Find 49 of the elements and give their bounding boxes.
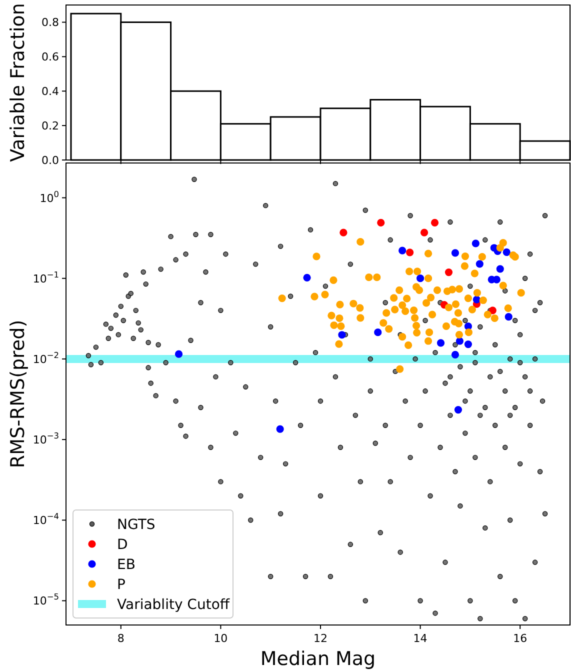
x-tick-label: 10 [214, 632, 228, 645]
y-tick-label: 0.8 [42, 16, 59, 30]
x-axis-title: Median Mag [260, 648, 376, 670]
point [496, 265, 504, 273]
point [377, 218, 385, 227]
point [398, 246, 406, 254]
point [276, 425, 284, 433]
y-tick-label: 0.0 [42, 154, 59, 167]
point [338, 331, 346, 339]
x-tick-label: 12 [313, 632, 328, 645]
y-tick-label: 10$^{−1}$ [32, 269, 59, 286]
y-tick-label: 10$^{−5}$ [32, 592, 59, 608]
x-tick-label: 16 [513, 632, 528, 645]
y-tick-label: 0.6 [42, 50, 59, 64]
legend-label: P [117, 577, 126, 593]
y-tick-label: 10$^{−2}$ [32, 350, 59, 366]
y-axis-title: RMS-RMS(pred) [7, 320, 29, 468]
legend-label: NGTS [117, 517, 156, 533]
legend-label: Variablity Cutoff [117, 597, 230, 613]
legend-label: D [117, 537, 128, 553]
x-tick-label: 14 [413, 632, 428, 645]
y-tick-label: 0.2 [42, 120, 59, 133]
point [416, 274, 424, 282]
x-tick-label: 8 [117, 632, 124, 645]
point [420, 228, 428, 236]
point [472, 240, 480, 248]
point [444, 268, 453, 276]
point [436, 339, 445, 347]
point [174, 350, 183, 358]
point [454, 406, 462, 414]
y-tick-label: 10$^{0}$ [40, 188, 59, 205]
point [451, 249, 460, 257]
point [430, 218, 439, 227]
point [374, 328, 382, 336]
legend-label: EB [117, 557, 136, 573]
point [303, 274, 311, 282]
point [504, 313, 512, 321]
y-tick-label: 0.4 [42, 85, 59, 98]
point [340, 228, 348, 236]
y-axis-title: Variable Fraction [7, 3, 29, 162]
point [456, 337, 464, 345]
y-tick-label: 10$^{−3}$ [32, 430, 59, 447]
point [451, 350, 460, 358]
point [406, 248, 414, 256]
point [476, 260, 484, 268]
point [464, 340, 472, 348]
point [502, 248, 510, 256]
point [488, 306, 496, 314]
y-tick-label: 10$^{−4}$ [32, 511, 59, 528]
